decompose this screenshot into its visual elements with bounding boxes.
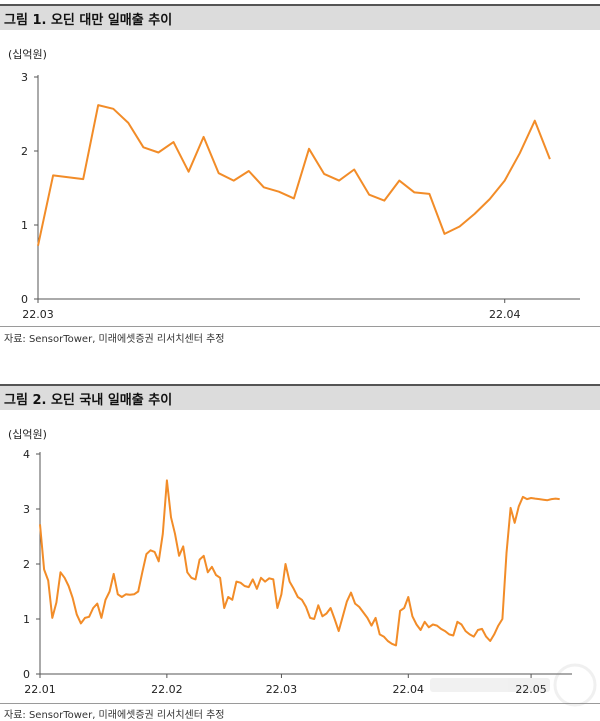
x-tick-label: 22.01 bbox=[24, 683, 56, 696]
x-tick-label: 22.03 bbox=[266, 683, 298, 696]
figure-1-source-rule bbox=[0, 326, 600, 327]
figure-2-source: 자료: SensorTower, 미래에셋증권 리서치센터 추정 bbox=[4, 710, 225, 721]
x-tick-label: 22.02 bbox=[151, 683, 183, 696]
y-tick-label: 0 bbox=[23, 668, 30, 681]
y-tick-label: 2 bbox=[21, 145, 28, 158]
x-tick-label: 22.04 bbox=[489, 308, 521, 321]
series-line-0 bbox=[39, 479, 560, 647]
y-tick-label: 3 bbox=[21, 71, 28, 84]
series-line-0 bbox=[37, 104, 551, 246]
x-tick-label: 22.04 bbox=[393, 683, 425, 696]
chart-1-taiwan-daily-sales: (십억원) 0 1 2 3 22.03 22.04 bbox=[8, 48, 580, 321]
y-unit-label: (십억원) bbox=[8, 428, 47, 441]
x-tick-label: 22.05 bbox=[515, 683, 547, 696]
figure-1-source: 자료: SensorTower, 미래에셋증권 리서치센터 추정 bbox=[4, 334, 225, 345]
y-tick-label: 3 bbox=[23, 503, 30, 516]
y-tick-label: 1 bbox=[23, 613, 30, 626]
chart-2-korea-daily-sales: (십억원) 0 1 2 3 4 22.01 22.02 22.03 22.04 22.05 bbox=[8, 428, 572, 696]
figure-2-source-rule bbox=[0, 703, 600, 704]
y-unit-label: (십억원) bbox=[8, 48, 47, 61]
y-tick-label: 4 bbox=[23, 448, 30, 461]
figure-2-title: 그림 2. 오딘 국내 일매출 추이 bbox=[4, 393, 173, 408]
figure-1-title-bar: 그림 1. 오딘 대만 일매출 추이 bbox=[0, 4, 600, 30]
figure-1-title: 그림 1. 오딘 대만 일매출 추이 bbox=[4, 13, 173, 28]
y-tick-label: 1 bbox=[21, 219, 28, 232]
y-tick-label: 2 bbox=[23, 558, 30, 571]
watermark-logo bbox=[430, 663, 597, 707]
figure-2-title-bar: 그림 2. 오딘 국내 일매출 추이 bbox=[0, 384, 600, 410]
y-tick-label: 0 bbox=[21, 293, 28, 306]
x-tick-label: 22.03 bbox=[22, 308, 54, 321]
